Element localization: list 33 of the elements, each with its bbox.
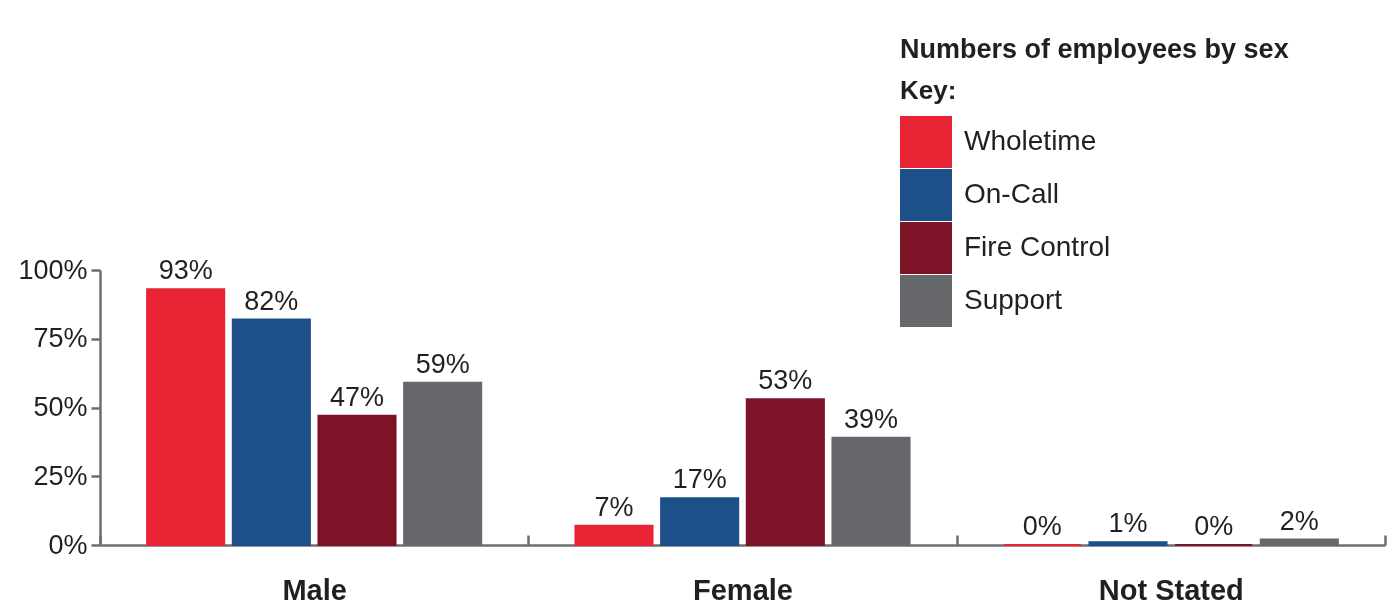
data-label: 2% bbox=[1279, 505, 1319, 536]
legend-label: Fire Control bbox=[964, 231, 1111, 262]
bar bbox=[317, 414, 397, 546]
x-tick-label: Not Stated bbox=[1098, 573, 1244, 606]
data-label: 93% bbox=[158, 255, 213, 286]
bar bbox=[745, 398, 825, 546]
bar bbox=[231, 318, 311, 546]
data-label: 47% bbox=[329, 381, 385, 412]
data-label: 82% bbox=[244, 285, 299, 316]
x-tick-label: Female bbox=[693, 573, 793, 606]
y-tick-label: 50% bbox=[33, 392, 88, 422]
bar bbox=[574, 524, 654, 546]
y-tick-label: 75% bbox=[33, 323, 88, 354]
data-label: 0% bbox=[1022, 511, 1062, 541]
legend-title: Key: bbox=[900, 75, 957, 105]
data-label: 7% bbox=[594, 491, 634, 522]
y-tick-label: 0% bbox=[48, 529, 88, 560]
bar bbox=[660, 497, 740, 546]
y-tick-label: 100% bbox=[18, 254, 88, 285]
legend-label: Wholetime bbox=[964, 125, 1097, 156]
data-label: 0% bbox=[1194, 511, 1234, 541]
data-label: 53% bbox=[758, 365, 813, 396]
bar bbox=[146, 288, 226, 546]
data-label: 39% bbox=[843, 403, 899, 434]
data-label: 17% bbox=[672, 464, 727, 495]
data-label: 59% bbox=[415, 348, 470, 379]
legend-label: On-Call bbox=[964, 178, 1059, 209]
x-tick-label: Male bbox=[282, 573, 347, 606]
data-label: 1% bbox=[1108, 508, 1148, 539]
bar bbox=[1088, 541, 1168, 546]
y-tick-label: 25% bbox=[33, 460, 88, 491]
legend-label: Support bbox=[964, 284, 1063, 315]
chart-title: Numbers of employees by sex bbox=[900, 34, 1289, 64]
